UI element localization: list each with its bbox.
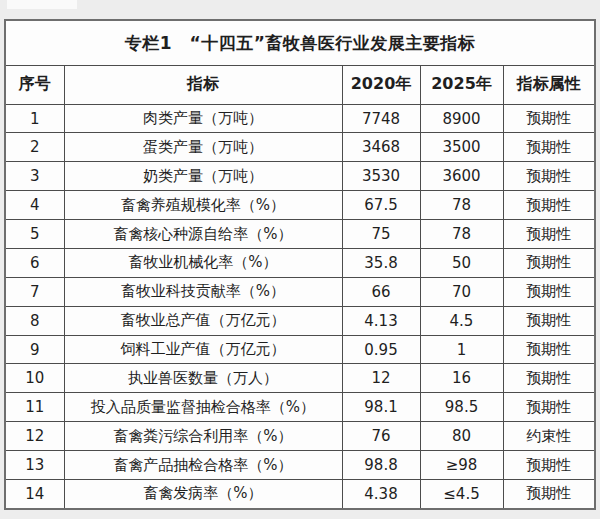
cell-2025: 8900	[420, 104, 503, 133]
cell-no: 5	[5, 220, 64, 249]
cell-2025: 78	[420, 220, 503, 249]
cell-2025: 1	[420, 335, 503, 364]
table-row: 10 执业兽医数量（万人） 12 16 预期性	[5, 364, 595, 393]
cell-indicator: 投入品质量监督抽检合格率（%）	[64, 393, 342, 422]
table-row: 4 畜禽养殖规模化率（%） 67.5 78 预期性	[5, 191, 595, 220]
cell-2020: 98.8	[342, 451, 420, 480]
cell-indicator: 畜牧业机械化率（%）	[64, 248, 342, 277]
cell-2020: 3468	[342, 133, 420, 162]
table-title-row: 专栏1 “十四五”畜牧兽医行业发展主要指标	[5, 20, 595, 66]
table-row: 5 畜禽核心种源自给率（%） 75 78 预期性	[5, 220, 595, 249]
cell-indicator: 畜牧业总产值（万亿元）	[64, 306, 342, 335]
cell-no: 6	[5, 248, 64, 277]
cell-indicator: 畜禽粪污综合利用率（%）	[64, 422, 342, 451]
cell-attribute: 预期性	[503, 306, 595, 335]
table-row: 14 畜禽发病率（%） 4.38 ≤4.5 预期性	[5, 479, 595, 509]
cell-attribute: 预期性	[503, 364, 595, 393]
cell-indicator: 奶类产量（万吨）	[64, 162, 342, 191]
indicators-table-container: 专栏1 “十四五”畜牧兽医行业发展主要指标 序号 指标 2020年 2025年 …	[4, 19, 594, 510]
cell-2020: 0.95	[342, 335, 420, 364]
cell-attribute: 预期性	[503, 104, 595, 133]
cell-attribute: 预期性	[503, 277, 595, 306]
table-row: 3 奶类产量（万吨） 3530 3600 预期性	[5, 162, 595, 191]
cell-attribute: 预期性	[503, 133, 595, 162]
cell-no: 9	[5, 335, 64, 364]
cell-2020: 98.1	[342, 393, 420, 422]
cell-attribute: 预期性	[503, 191, 595, 220]
cell-2025: 50	[420, 248, 503, 277]
header-2020: 2020年	[342, 66, 420, 104]
cell-no: 4	[5, 191, 64, 220]
cell-no: 8	[5, 306, 64, 335]
table-row: 1 肉类产量（万吨） 7748 8900 预期性	[5, 104, 595, 133]
cell-no: 7	[5, 277, 64, 306]
cell-2025: 78	[420, 191, 503, 220]
cell-attribute: 预期性	[503, 162, 595, 191]
cell-2020: 4.38	[342, 479, 420, 509]
cell-2025: 4.5	[420, 306, 503, 335]
cell-indicator: 畜牧业科技贡献率（%）	[64, 277, 342, 306]
cell-no: 11	[5, 393, 64, 422]
cell-indicator: 畜禽核心种源自给率（%）	[64, 220, 342, 249]
cell-2020: 75	[342, 220, 420, 249]
table-row: 13 畜禽产品抽检合格率（%） 98.8 ≥98 预期性	[5, 451, 595, 480]
table-header-row: 序号 指标 2020年 2025年 指标属性	[5, 66, 595, 104]
cell-no: 3	[5, 162, 64, 191]
table-row: 6 畜牧业机械化率（%） 35.8 50 预期性	[5, 248, 595, 277]
cell-2020: 4.13	[342, 306, 420, 335]
cell-2025: ≤4.5	[420, 479, 503, 509]
table-row: 2 蛋类产量（万吨） 3468 3500 预期性	[5, 133, 595, 162]
table-title: 专栏1 “十四五”畜牧兽医行业发展主要指标	[5, 20, 595, 66]
cell-2020: 12	[342, 364, 420, 393]
cell-indicator: 畜禽产品抽检合格率（%）	[64, 451, 342, 480]
cell-no: 14	[5, 479, 64, 509]
cell-2025: ≥98	[420, 451, 503, 480]
cell-2020: 67.5	[342, 191, 420, 220]
cell-2025: 3600	[420, 162, 503, 191]
cell-no: 12	[5, 422, 64, 451]
header-no: 序号	[5, 66, 64, 104]
table-row: 7 畜牧业科技贡献率（%） 66 70 预期性	[5, 277, 595, 306]
table-row: 11 投入品质量监督抽检合格率（%） 98.1 98.5 预期性	[5, 393, 595, 422]
cell-indicator: 蛋类产量（万吨）	[64, 133, 342, 162]
cell-2020: 66	[342, 277, 420, 306]
cell-indicator: 饲料工业产值（万亿元）	[64, 335, 342, 364]
header-attribute: 指标属性	[503, 66, 595, 104]
cell-no: 1	[5, 104, 64, 133]
cell-indicator: 执业兽医数量（万人）	[64, 364, 342, 393]
cell-2025: 16	[420, 364, 503, 393]
cell-indicator: 畜禽发病率（%）	[64, 479, 342, 509]
cell-2020: 35.8	[342, 248, 420, 277]
cell-attribute: 预期性	[503, 335, 595, 364]
cell-no: 2	[5, 133, 64, 162]
table-row: 12 畜禽粪污综合利用率（%） 76 80 约束性	[5, 422, 595, 451]
table-row: 8 畜牧业总产值（万亿元） 4.13 4.5 预期性	[5, 306, 595, 335]
cell-2025: 98.5	[420, 393, 503, 422]
cell-attribute: 约束性	[503, 422, 595, 451]
cell-no: 10	[5, 364, 64, 393]
table-row: 9 饲料工业产值（万亿元） 0.95 1 预期性	[5, 335, 595, 364]
cell-2025: 80	[420, 422, 503, 451]
cell-indicator: 肉类产量（万吨）	[64, 104, 342, 133]
cell-attribute: 预期性	[503, 248, 595, 277]
cell-2025: 70	[420, 277, 503, 306]
cell-no: 13	[5, 451, 64, 480]
header-2025: 2025年	[420, 66, 503, 104]
indicators-table: 专栏1 “十四五”畜牧兽医行业发展主要指标 序号 指标 2020年 2025年 …	[4, 19, 596, 510]
cell-2020: 76	[342, 422, 420, 451]
cell-2020: 7748	[342, 104, 420, 133]
cell-attribute: 预期性	[503, 479, 595, 509]
cell-indicator: 畜禽养殖规模化率（%）	[64, 191, 342, 220]
cell-2025: 3500	[420, 133, 503, 162]
header-indicator: 指标	[64, 66, 342, 104]
scan-artifact	[7, 0, 77, 9]
cell-attribute: 预期性	[503, 451, 595, 480]
cell-attribute: 预期性	[503, 393, 595, 422]
cell-attribute: 预期性	[503, 220, 595, 249]
cell-2020: 3530	[342, 162, 420, 191]
